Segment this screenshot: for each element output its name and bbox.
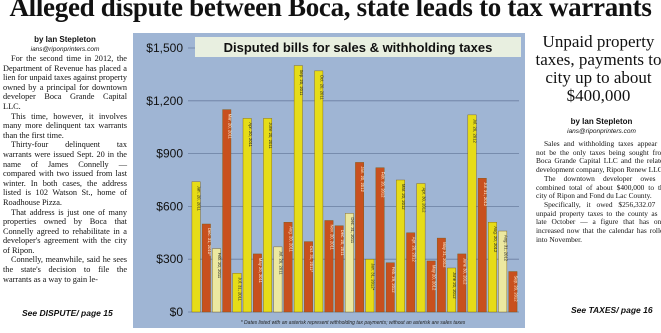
chart-title: Disputed bills for sales & withholding t… [224, 40, 493, 55]
bar-date-label: Jul. 20, 2012 [473, 119, 478, 144]
bar-date-label: May 20, 2012 [432, 265, 437, 291]
chart-bar [498, 230, 508, 313]
chart-bar [304, 241, 313, 313]
headline: Alleged dispute between Boca, state lead… [9, 0, 652, 22]
bar-date-label: Feb. 20, 2011 [217, 253, 222, 279]
chart-bar [416, 183, 426, 313]
bar-date-label: Jul. 31, 2012 [483, 182, 488, 207]
chart-bar [365, 258, 375, 313]
left-paragraph: For the second time in 2012, the Departm… [3, 54, 127, 111]
chart-bar [488, 222, 497, 313]
y-tick-label: $900 [156, 147, 183, 161]
y-tick-label: $0 [170, 305, 184, 319]
y-tick-label: $300 [156, 252, 183, 266]
right-story: by Ian Stepleton ians@riponprinters.com … [536, 117, 661, 244]
y-tick-label: $1,500 [146, 41, 183, 55]
bar-date-label: June 20, 2011 [268, 122, 273, 149]
chart-bar [232, 273, 242, 313]
chart-bar [334, 225, 344, 313]
chart-bar [314, 70, 324, 313]
left-paragraph: This time, however, it involves many mor… [3, 111, 127, 140]
left-paragraph: Connelly, meanwhile, said he sees the st… [3, 255, 127, 284]
chart-bar [426, 260, 436, 313]
y-tick-label: $1,200 [146, 94, 183, 108]
bar-date-label: May 20, 2011 [258, 258, 263, 284]
chart-bar [467, 114, 477, 313]
chart-bar [253, 253, 262, 313]
right-jump-link[interactable]: See TAXES/ page 16 [571, 305, 653, 315]
bar-chart: $0 $300 $600 $900 $1,200 $1,500 Jan. 20, 2011… [146, 37, 521, 326]
chart-bar [293, 65, 303, 313]
bar-date-label: Mar. 20, 2012 [401, 184, 406, 210]
bar-date-label: Aug. 20, 2012 [493, 226, 498, 253]
y-tick-label: $600 [156, 199, 183, 213]
left-jump-link[interactable]: See DISPUTE/ page 15 [22, 308, 113, 318]
bar-date-label: Oct. 31, 2011* [309, 246, 314, 273]
chart-bar [375, 167, 385, 313]
chart-title-box [195, 37, 521, 57]
right-email[interactable]: ians@riponprinters.com [567, 128, 636, 135]
chart-bar [477, 178, 487, 313]
left-email[interactable]: ians@riponprinters.com [30, 46, 100, 53]
chart-bar [436, 237, 446, 313]
bar-date-label: Aug. 20, 2011 [289, 226, 294, 252]
right-paragraph: The downtown developer owes a combined t… [536, 173, 661, 201]
chart-bar [457, 253, 467, 313]
right-paragraph: Specifically, it owed $256,332.07 in unp… [536, 199, 661, 244]
chart-bar [283, 222, 293, 313]
chart-bar [324, 220, 334, 313]
chart-footnote: * Dates listed with an asterisk represen… [241, 320, 466, 326]
chart-bar [406, 232, 416, 313]
left-paragraph: Thirty-four delinquent tax warrants were… [3, 140, 127, 207]
bar-date-label: June 30, 2012 [462, 258, 467, 285]
bar-date-label: Jan. 31, 2012* [370, 263, 375, 290]
chart-bar [447, 267, 456, 313]
bar-date-label: Sep. 20, 2011 [299, 70, 304, 96]
chart-bar [385, 262, 395, 313]
bar-date-label: May 31, 2012 [442, 242, 447, 268]
bar-date-label: Sep. 20, 2012 [513, 276, 518, 303]
bar-date-label: Aug. 31, 2012 [503, 235, 508, 262]
bar-date-label: Mar. 20, 2011 [227, 114, 232, 140]
bar-date-label: Jan. 20, 2012 [360, 166, 365, 192]
bar-date-label: Jul. 20, 2011 [278, 251, 283, 275]
chart-bar [201, 223, 211, 313]
chart-bar [355, 162, 364, 313]
right-byline: by Ian Stepleton [570, 117, 633, 126]
chart-bar [222, 109, 232, 313]
chart-bar [191, 181, 201, 313]
chart-bar [273, 246, 283, 313]
chart-bar [242, 118, 252, 313]
chart-bar [212, 248, 221, 313]
right-paragraph: Sales and withholding taxes appear to no… [536, 139, 661, 175]
bar-date-label: Apr. 20, 2012 [411, 237, 416, 263]
bar-date-label: Oct. 20, 2011 [319, 75, 324, 101]
left-byline: by Ian Stepleton [34, 35, 96, 44]
bar-date-label: Apr. 20, 2011 [248, 122, 253, 147]
chart-bar [396, 179, 405, 313]
left-story: by Ian Stepleton ians@riponprinters.com … [3, 35, 127, 284]
bar-date-label: Dec. 31, 2010* [207, 228, 212, 256]
chart-bar [344, 213, 354, 313]
bar-date-label: Dec. 20, 2011 [340, 230, 345, 256]
chart-panel: $0 $300 $600 $900 $1,200 $1,500 Jan. 20, 2011… [133, 33, 525, 328]
bar-date-label: Apr. 30, 2012 [422, 188, 427, 214]
bar-date-label: Jan. 20, 2011 [197, 186, 202, 212]
chart-bar [508, 271, 518, 313]
right-headline: Unpaid property taxes, payments to city … [535, 32, 661, 105]
bar-date-label: Feb. 29, 2012 [391, 267, 396, 294]
left-paragraph: That address is just one of many propert… [3, 207, 127, 255]
bar-date-label: Jul. 31, 2011 [238, 277, 243, 301]
bar-date-label: Nov. 20, 2011 [330, 224, 335, 250]
bar-date-label: June 20, 2012 [452, 272, 457, 299]
bar-date-label: Feb. 20, 2012 [381, 172, 386, 199]
chart-bar [263, 118, 273, 313]
bar-date-label: Dec. 31, 2011 [350, 217, 355, 243]
